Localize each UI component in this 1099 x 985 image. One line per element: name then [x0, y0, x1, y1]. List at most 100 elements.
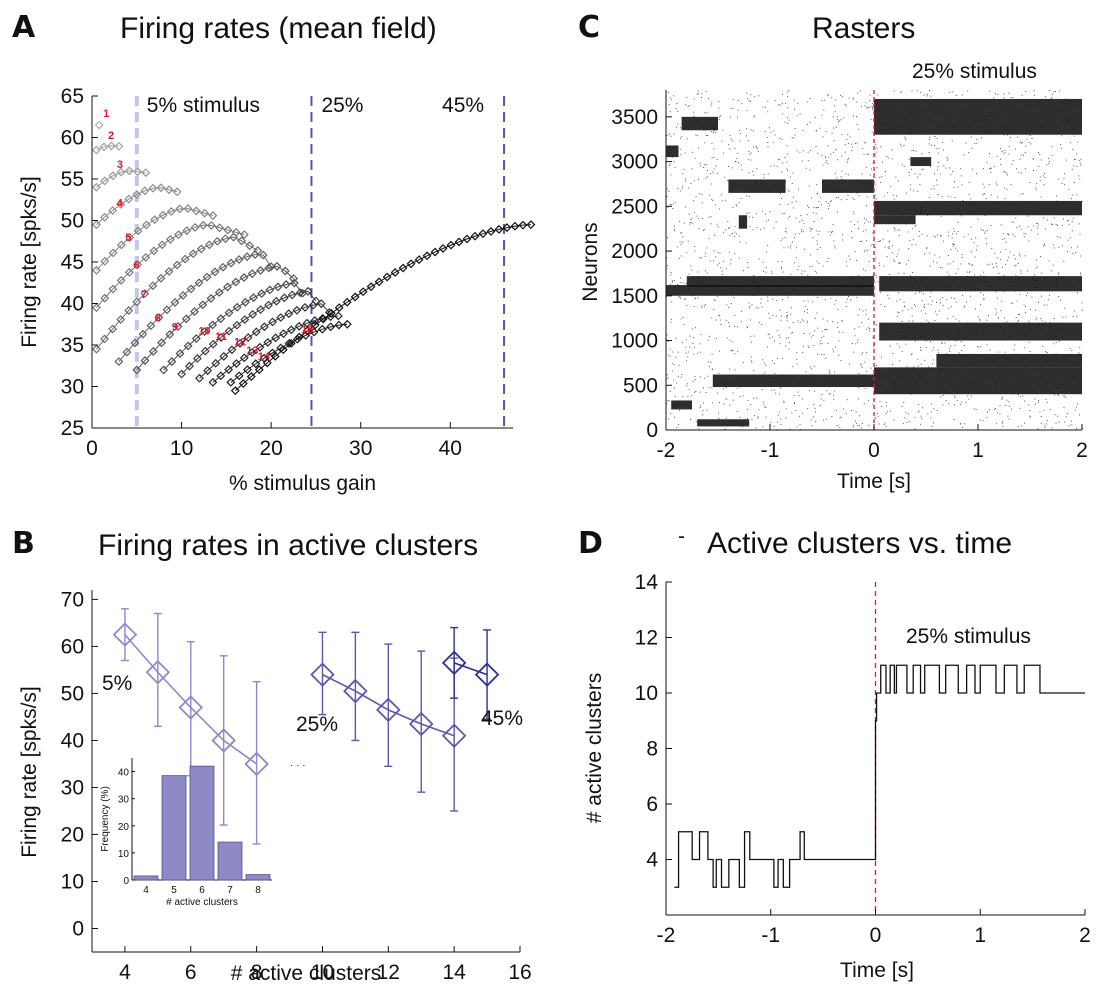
c-spike: [799, 424, 801, 426]
c-spike: [794, 128, 796, 130]
c-spike: [870, 367, 872, 369]
c-spike: [896, 195, 898, 197]
b-inset-ytick-label: 20: [118, 822, 130, 833]
c-spike: [764, 372, 766, 374]
a-series-marker: [125, 233, 135, 243]
c-spike: [1017, 394, 1019, 396]
c-spike: [689, 346, 691, 348]
c-spike: [752, 146, 754, 148]
c-spike: [762, 359, 764, 361]
c-spike: [808, 185, 810, 187]
c-spike: [1024, 400, 1026, 402]
c-spike: [1024, 255, 1026, 257]
c-spike: [1035, 259, 1037, 261]
c-spike: [795, 247, 797, 249]
c-spike: [946, 159, 948, 161]
c-spike: [1075, 428, 1077, 430]
a-series-marker: [216, 371, 226, 381]
c-spike: [702, 218, 704, 220]
c-spike: [970, 395, 972, 397]
c-spike: [889, 274, 891, 276]
c-spike: [753, 335, 755, 337]
c-spike: [796, 358, 798, 360]
c-spike: [758, 95, 760, 97]
a-series-marker: [342, 319, 352, 329]
a-series-line: [163, 282, 303, 371]
a-series-marker: [318, 314, 328, 324]
c-spike: [1059, 144, 1061, 146]
c-spike: [1016, 168, 1018, 170]
d-ytick-label: 14: [635, 571, 659, 594]
c-spike: [902, 310, 904, 312]
c-spike: [953, 187, 955, 189]
c-spike: [747, 267, 749, 269]
c-spike: [712, 171, 714, 173]
a-series-marker: [224, 308, 234, 318]
c-spike: [741, 426, 743, 428]
c-spike: [801, 220, 803, 222]
c-spike: [737, 152, 739, 154]
c-spike: [755, 145, 757, 147]
c-spike: [834, 303, 836, 305]
a-series-marker: [494, 224, 504, 234]
c-spike: [810, 228, 812, 230]
c-spike: [990, 171, 992, 173]
c-spike: [700, 257, 702, 259]
c-spike: [677, 375, 679, 377]
c-spike: [702, 414, 704, 416]
c-spike: [739, 396, 741, 398]
c-spike: [700, 405, 702, 407]
c-active-block: [712, 374, 874, 388]
c-spike: [738, 129, 740, 131]
c-spike: [963, 154, 965, 156]
c-spike: [974, 142, 976, 144]
c-spike: [818, 231, 820, 233]
c-spike: [1016, 227, 1018, 229]
c-spike: [1044, 244, 1046, 246]
c-spike: [856, 124, 858, 126]
a-series-marker: [180, 254, 190, 264]
a-series-number-label: 8: [155, 313, 161, 325]
c-spike: [835, 197, 837, 199]
c-spike: [962, 427, 964, 429]
c-spike: [674, 279, 676, 281]
c-spike: [1000, 224, 1002, 226]
c-spike: [1078, 175, 1080, 177]
c-spike: [930, 304, 932, 306]
c-spike: [866, 352, 868, 354]
a-series-marker: [242, 252, 252, 262]
c-spike: [1008, 92, 1010, 94]
c-spike: [1015, 217, 1017, 219]
c-spike: [729, 227, 731, 229]
a-series-marker: [100, 256, 110, 266]
c-spike: [1071, 349, 1073, 351]
c-spike: [868, 260, 870, 262]
c-spike: [934, 136, 936, 138]
c-spike: [691, 168, 693, 170]
c-spike: [1037, 266, 1039, 268]
c-spike: [684, 103, 686, 105]
c-active-block: [879, 322, 1082, 341]
c-spike: [666, 334, 668, 336]
c-spike: [930, 95, 932, 97]
c-spike: [1033, 225, 1035, 227]
b-xtick-label: 10: [311, 961, 334, 984]
c-spike: [954, 397, 956, 399]
c-spike: [849, 136, 851, 138]
c-spike: [686, 305, 688, 307]
a-series-marker: [326, 308, 336, 318]
c-spike: [1021, 142, 1023, 144]
a-series-marker: [156, 183, 166, 193]
c-spike: [713, 148, 715, 150]
c-spike: [861, 322, 863, 324]
c-spike: [798, 395, 800, 397]
c-spike: [898, 262, 900, 264]
c-spike: [996, 423, 998, 425]
c-spike: [954, 395, 956, 397]
c-spike: [936, 138, 938, 140]
a-series-marker: [212, 236, 222, 246]
c-spike: [892, 194, 894, 196]
c-spike: [989, 90, 991, 92]
c-spike: [950, 249, 952, 251]
